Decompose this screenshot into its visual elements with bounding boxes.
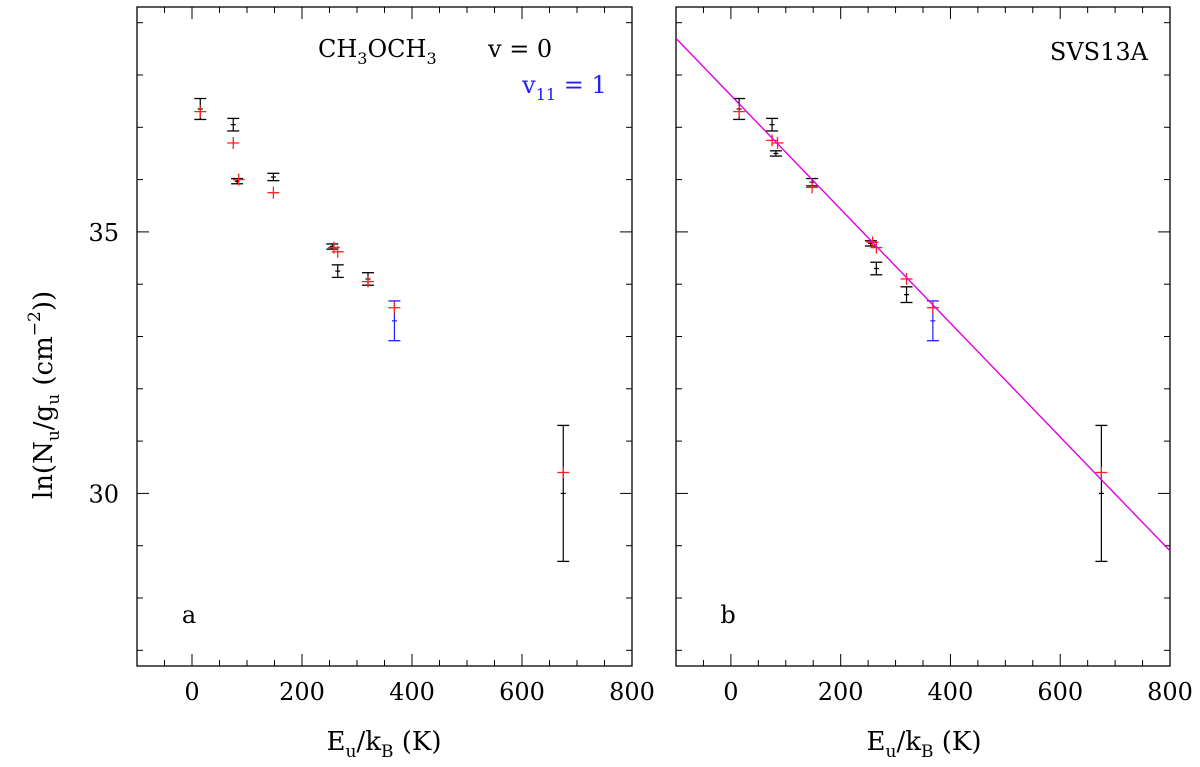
x-axis-label-b: Eu/kB (K) [867,727,982,762]
model-point [331,245,344,258]
panel-letter-a: a [182,601,196,629]
model-point [194,105,207,118]
y-axis-label: ln(Nu/gu (cm−2)) [25,291,64,499]
molecule-label: CH3OCH3 [318,35,437,68]
model-point [232,173,245,186]
model-point [267,186,280,199]
observed-point [870,261,883,276]
x-tick-label: 600 [499,678,545,706]
fit-line [676,37,1170,552]
observed-point [227,117,240,132]
x-tick-label: 400 [928,678,974,706]
observed-point [267,172,280,182]
model-point [733,105,746,118]
x-tick-label: 800 [609,678,655,706]
y-tick-label: 35 [88,219,119,247]
model-point [766,134,779,147]
observed-point [331,264,344,279]
model-point [227,136,240,149]
x-tick-label: 200 [279,678,325,706]
observed-point [900,286,913,304]
model-point [870,241,883,254]
x-tick-label: 0 [723,678,738,706]
panel-b: 0 200 400 600 800 b [675,6,1193,706]
model-point [557,466,570,479]
model-point [900,272,913,285]
plot-frame-b [675,6,1171,667]
x-tick-label: 200 [818,678,864,706]
model-point [388,301,401,314]
panel-a: 0 200 400 600 800 30 35 a [88,6,655,706]
legend-ground-state: v = 0 [487,35,552,63]
plot-frame-a [136,6,633,667]
x-tick-label: 600 [1037,678,1083,706]
observed-point [769,150,782,157]
x-tick-label: 800 [1147,678,1193,706]
model-point [362,275,374,288]
panel-letter-b: b [720,601,735,629]
observed-point [326,243,339,250]
x-tick-label: 400 [389,678,435,706]
observed-point [766,117,779,132]
x-axis-label-a: Eu/kB (K) [327,727,442,762]
observed-point [557,424,570,563]
source-name-label: SVS13A [1050,38,1149,66]
model-point [926,301,939,314]
observed-point [1095,424,1108,563]
y-tick-label: 30 [88,480,119,508]
x-tick-label: 0 [184,678,199,706]
model-point [806,181,819,194]
model-point [1095,466,1108,479]
legend-vibrational-state: v11 = 1 [484,71,630,104]
